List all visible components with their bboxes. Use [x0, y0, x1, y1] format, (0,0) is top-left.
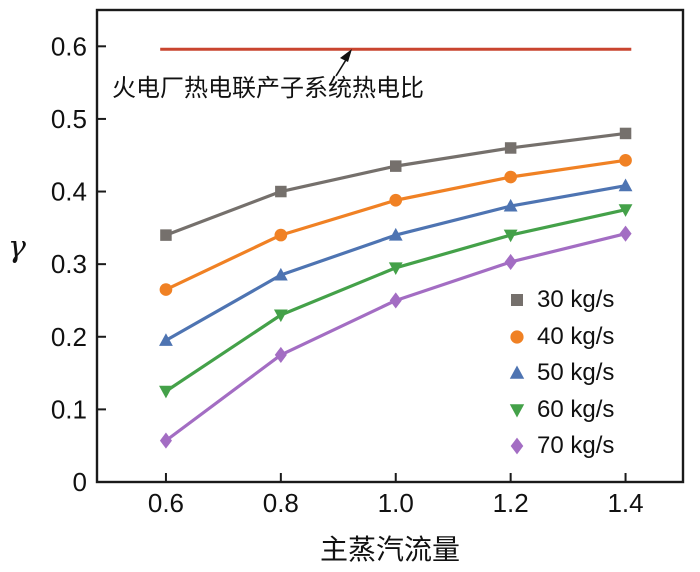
legend-label: 30 kg/s [537, 286, 615, 314]
triangle-down-legend-icon [509, 404, 525, 418]
y-tick-label: 0.1 [51, 394, 87, 424]
x-tick-label: 0.6 [148, 488, 184, 518]
triangle-up-marker [273, 267, 288, 281]
square-legend-icon [511, 294, 523, 307]
triangle-down-marker [273, 309, 288, 323]
triangle-up-marker [509, 365, 525, 379]
diamond-marker [504, 253, 517, 271]
series-line-30-kg/s [164, 131, 628, 237]
triangle-down-marker [618, 204, 633, 217]
triangle-up-marker [388, 227, 403, 241]
legend-label: 50 kg/s [537, 359, 615, 387]
square-marker [619, 127, 632, 140]
y-tick-label: 0.3 [51, 249, 87, 279]
x-tick-label: 0.8 [263, 488, 299, 518]
triangle-up-marker [159, 333, 173, 346]
square-marker [504, 142, 517, 154]
diamond-marker [619, 225, 632, 242]
annotation-arrow-head [340, 49, 352, 62]
y-tick-label: 0.2 [51, 322, 87, 352]
circle-marker [619, 153, 632, 167]
legend-label: 60 kg/s [537, 395, 615, 423]
diamond-marker [159, 432, 172, 449]
triangle-down-marker [509, 404, 525, 418]
y-tick-label: 0.4 [51, 177, 87, 207]
legend-label: 40 kg/s [537, 322, 615, 350]
x-axis-label: 主蒸汽流量 [319, 534, 460, 565]
triangle-up-marker [618, 178, 633, 192]
legend-item-30-kg/s: 30 kg/s [506, 282, 614, 319]
triangle-down-marker [159, 385, 173, 399]
legend-label: 70 kg/s [537, 432, 615, 460]
legend-item-40-kg/s: 40 kg/s [506, 319, 614, 356]
legend-item-60-kg/s: 60 kg/s [506, 392, 614, 429]
circle-marker [389, 193, 403, 207]
diamond-marker [510, 437, 524, 455]
y-axis-label: γ [8, 230, 26, 265]
plot-border [95, 8, 685, 484]
diamond-marker [274, 346, 287, 363]
circle-marker [504, 170, 517, 184]
triangle-up-marker [503, 198, 518, 212]
x-tick-label: 1.4 [607, 488, 643, 518]
legend-item-50-kg/s: 50 kg/s [506, 355, 614, 392]
x-tick-label: 1.2 [493, 488, 529, 518]
y-tick-label: 0.6 [51, 31, 87, 61]
reference-line-annotation: 火电厂热电联产子系统热电比 [112, 75, 424, 102]
diamond-marker [389, 292, 402, 309]
circle-marker [159, 283, 173, 296]
triangle-down-marker [503, 229, 518, 243]
square-marker [511, 294, 523, 307]
legend-item-70-kg/s: 70 kg/s [506, 428, 614, 465]
triangle-down-marker [388, 262, 403, 275]
legend: 30 kg/s 40 kg/s 50 kg/s 60 kg/s 70 kg/s [506, 282, 614, 465]
circle-marker [510, 330, 524, 344]
diamond-legend-icon [510, 437, 524, 455]
triangle-up-legend-icon [509, 365, 525, 379]
x-tick-label: 1.0 [378, 488, 414, 518]
y-tick-label: 0 [73, 467, 87, 497]
square-marker [275, 185, 287, 198]
square-marker [389, 160, 402, 172]
circle-legend-icon [510, 330, 524, 344]
y-tick-label: 0.5 [51, 104, 87, 134]
square-marker [160, 229, 172, 241]
circle-marker [274, 228, 288, 242]
